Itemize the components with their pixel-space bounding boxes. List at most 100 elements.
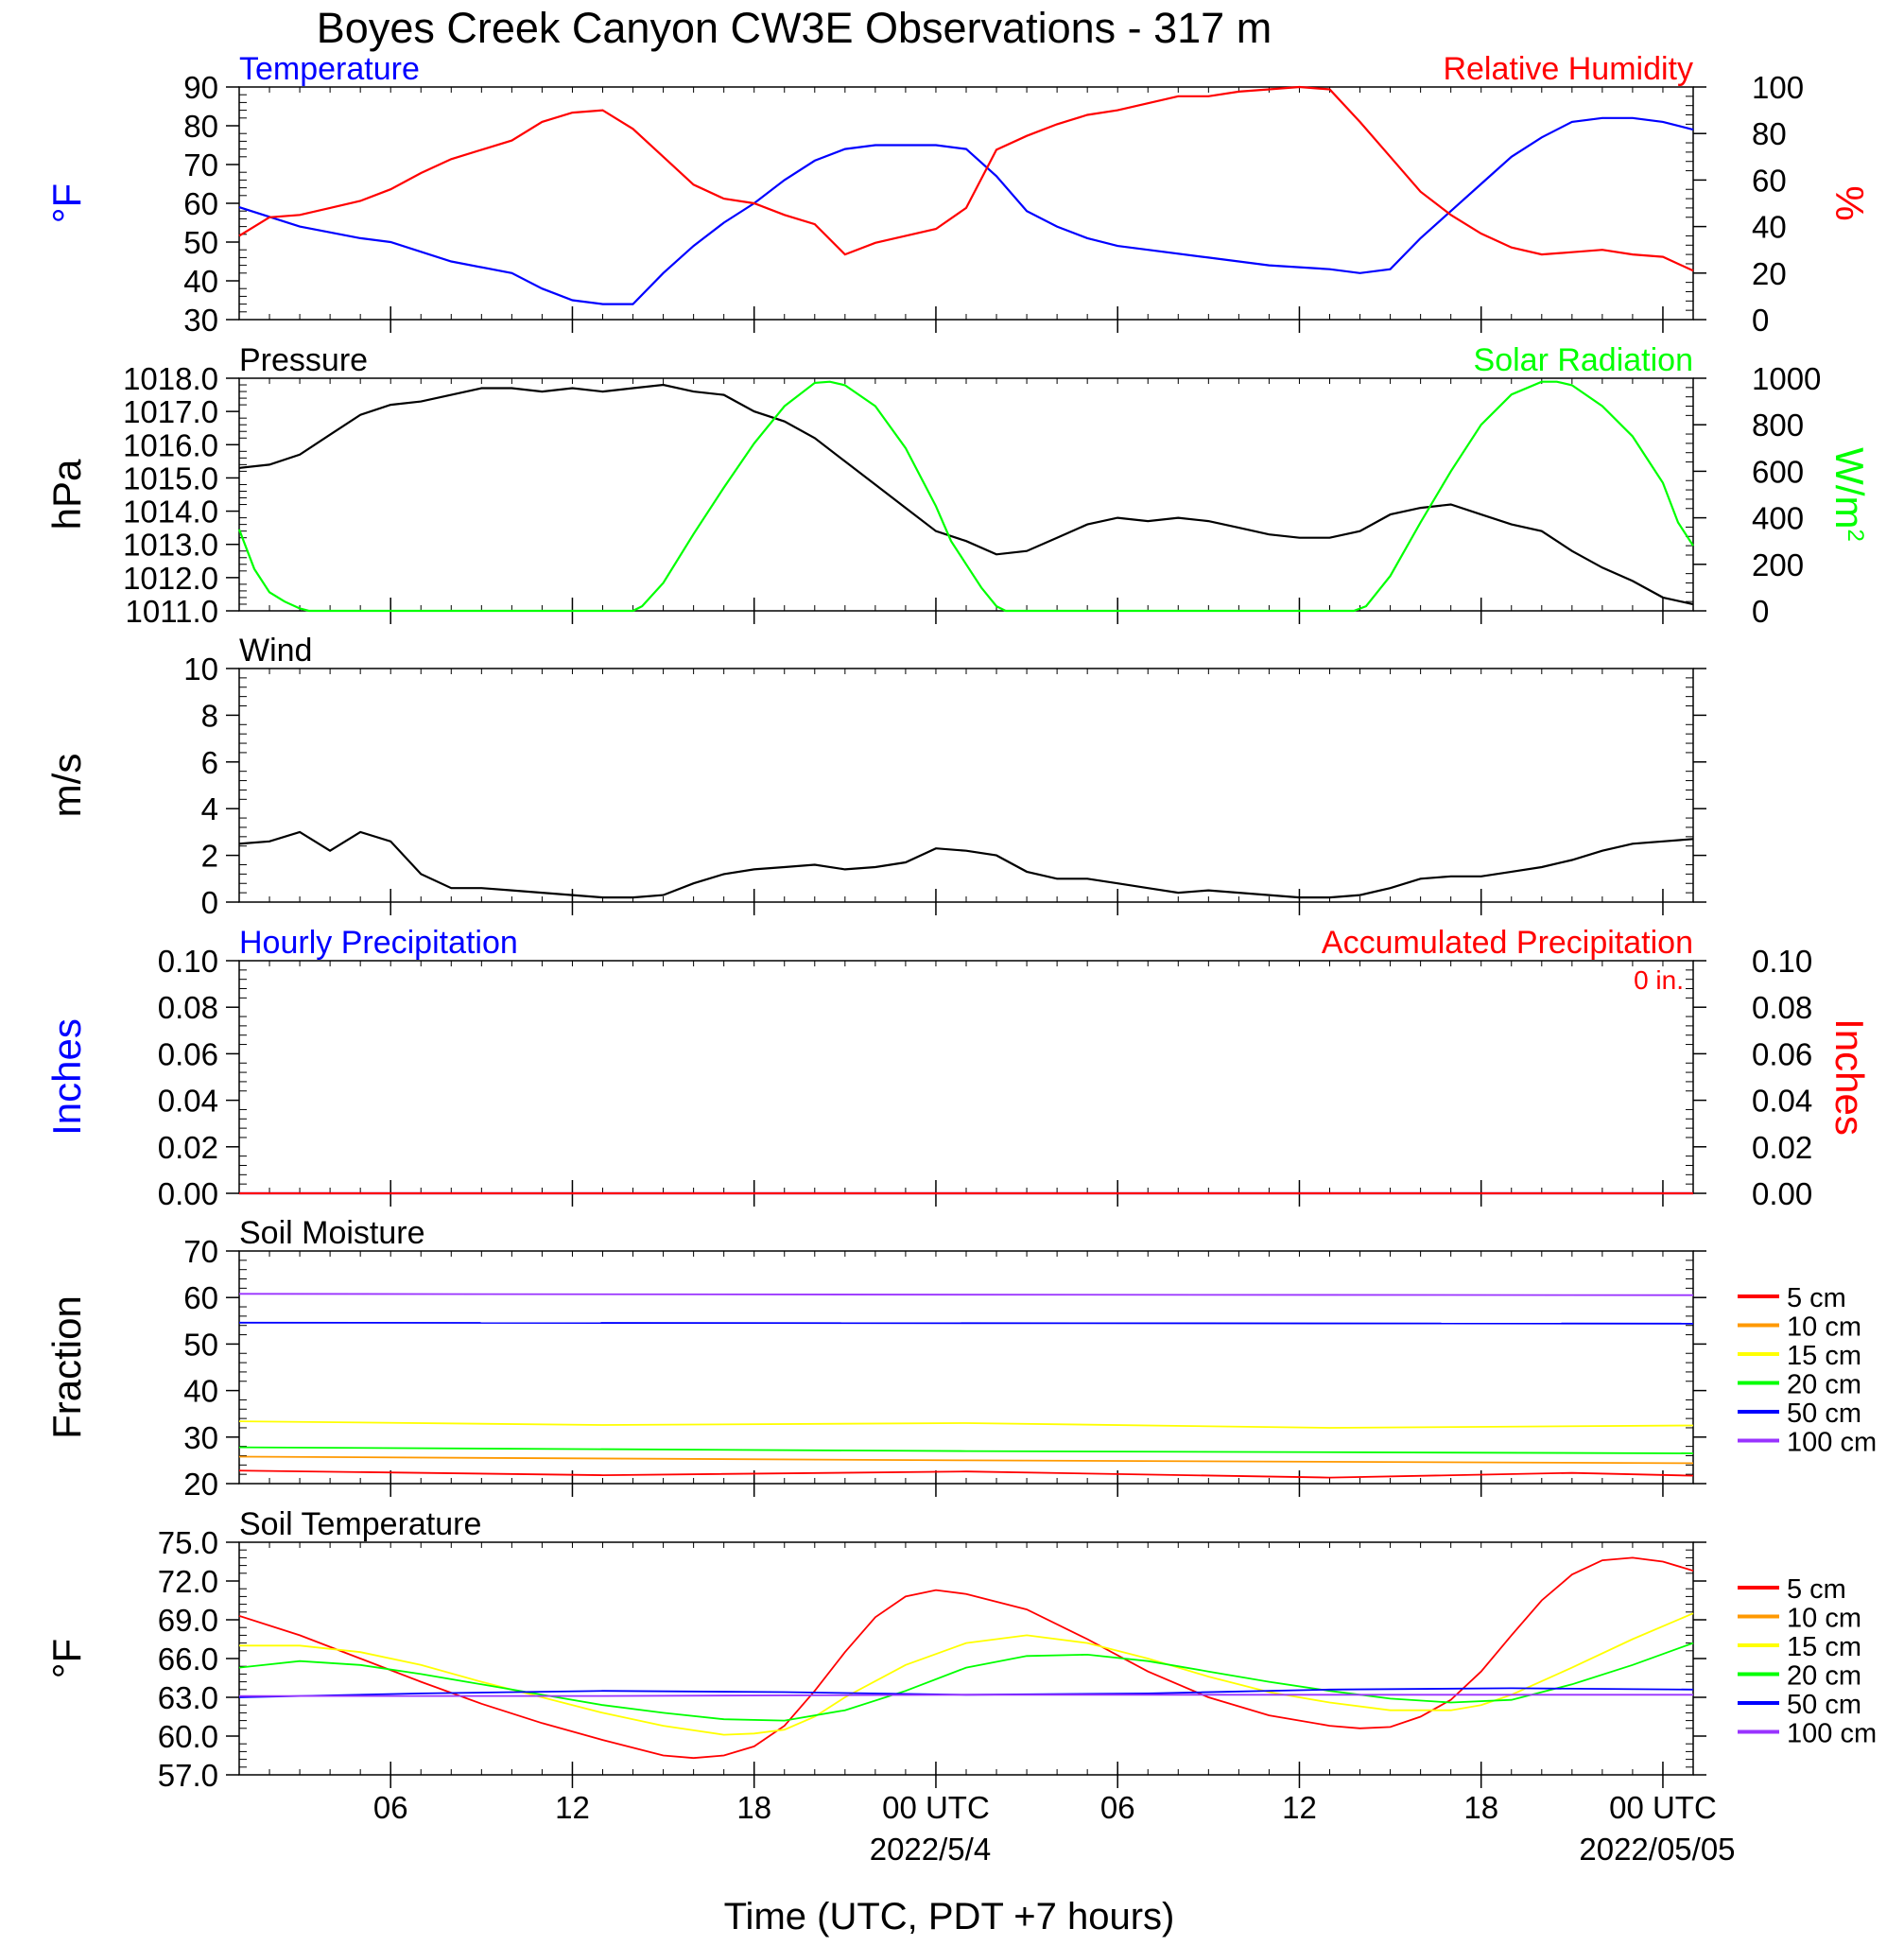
y-tick-label: 1016.0 bbox=[123, 427, 218, 462]
panel-title: Relative Humidity bbox=[1443, 51, 1693, 87]
page-title: Boyes Creek Canyon CW3E Observations - 3… bbox=[316, 4, 1272, 52]
y-tick-label: 0.00 bbox=[158, 1176, 218, 1211]
y-tick-label: 66.0 bbox=[158, 1642, 218, 1677]
y-tick-label: 80 bbox=[1752, 116, 1787, 151]
date-label: 2022/05/05 bbox=[1579, 1832, 1735, 1867]
series-line-pressure bbox=[238, 383, 1694, 606]
legend-label: 20 cm bbox=[1787, 1370, 1861, 1400]
y-tick-label: 0 bbox=[201, 885, 218, 920]
x-tick-label: 12 bbox=[555, 1790, 590, 1825]
y-tick-label: 0.10 bbox=[1752, 944, 1812, 979]
y-tick-label: 600 bbox=[1752, 454, 1804, 489]
panel-title: Hourly Precipitation bbox=[239, 925, 518, 961]
y-tick-label: 0.00 bbox=[1752, 1176, 1812, 1211]
series-line-20-cm bbox=[238, 1446, 1694, 1454]
series-line-100-cm bbox=[239, 1694, 1693, 1697]
y-tick-label: 800 bbox=[1752, 408, 1804, 443]
y-tick-label: 75.0 bbox=[158, 1525, 218, 1560]
accumulated-total: 0 in. bbox=[1634, 965, 1684, 995]
panel-title: Wind bbox=[239, 633, 312, 669]
legend-label: 15 cm bbox=[1787, 1341, 1861, 1371]
y-axis-label: Inches bbox=[1827, 1018, 1872, 1136]
y-axis-label: hPa bbox=[44, 459, 89, 530]
y-tick-label: 70 bbox=[183, 148, 218, 182]
wind-frame bbox=[238, 668, 1694, 903]
y-tick-label: 1018.0 bbox=[123, 361, 218, 396]
series-line-5-cm bbox=[238, 1556, 1694, 1760]
series-line-20-cm bbox=[238, 1642, 1694, 1722]
x-tick-label: 06 bbox=[373, 1790, 408, 1825]
x-tick-label: 00 UTC bbox=[1609, 1790, 1717, 1825]
y-tick-label: 69.0 bbox=[158, 1603, 218, 1638]
y-tick-label: 0.02 bbox=[158, 1130, 218, 1165]
y-tick-label: 0.02 bbox=[1752, 1130, 1812, 1165]
series-line-wind bbox=[238, 830, 1694, 899]
legend-label: 20 cm bbox=[1787, 1661, 1861, 1692]
y-axis-label: W/m2 bbox=[1827, 447, 1872, 542]
y-tick-label: 2 bbox=[201, 839, 218, 874]
y-tick-label: 50 bbox=[183, 1327, 218, 1362]
series-line-15-cm bbox=[238, 1420, 1694, 1429]
y-tick-label: 1011.0 bbox=[126, 594, 218, 629]
y-tick-label: 0.06 bbox=[158, 1036, 218, 1071]
y-tick-label: 0 bbox=[1752, 594, 1769, 629]
y-tick-label: 90 bbox=[183, 70, 218, 105]
y-axis-label: °F bbox=[44, 1639, 89, 1678]
y-tick-label: 30 bbox=[183, 1420, 218, 1455]
y-tick-label: 40 bbox=[1752, 210, 1787, 245]
y-tick-label: 60.0 bbox=[158, 1719, 218, 1754]
y-tick-label: 0.08 bbox=[1752, 990, 1812, 1025]
y-tick-label: 1017.0 bbox=[123, 394, 218, 429]
y-tick-label: 200 bbox=[1752, 547, 1804, 582]
legend-label: 50 cm bbox=[1787, 1399, 1861, 1429]
y-axis-label: Fraction bbox=[44, 1295, 89, 1439]
legend-label: 100 cm bbox=[1787, 1428, 1877, 1458]
y-tick-label: 0.08 bbox=[158, 990, 218, 1025]
legend-label: 5 cm bbox=[1787, 1283, 1846, 1313]
x-tick-label: 00 UTC bbox=[882, 1790, 990, 1825]
y-tick-label: 100 bbox=[1752, 70, 1804, 105]
legend-label: 100 cm bbox=[1787, 1719, 1877, 1749]
panel-title: Solar Radiation bbox=[1474, 342, 1693, 378]
y-tick-label: 60 bbox=[1752, 163, 1787, 198]
y-tick-label: 1013.0 bbox=[123, 528, 218, 563]
y-tick-label: 1000 bbox=[1752, 361, 1821, 396]
x-tick-label: 18 bbox=[736, 1790, 771, 1825]
y-tick-label: 70 bbox=[183, 1234, 218, 1269]
y-tick-label: 1015.0 bbox=[123, 460, 218, 495]
x-axis-label: Time (UTC, PDT +7 hours) bbox=[724, 1896, 1175, 1937]
panel-title: Pressure bbox=[239, 342, 368, 378]
y-tick-label: 40 bbox=[183, 264, 218, 299]
legend-label: 10 cm bbox=[1787, 1312, 1861, 1343]
series-line-50-cm bbox=[238, 1321, 1694, 1325]
series-line-temperature bbox=[238, 116, 1694, 305]
y-tick-label: 0.04 bbox=[1752, 1084, 1812, 1119]
series-line-15-cm bbox=[239, 1612, 1694, 1736]
series-line-10-cm bbox=[238, 1455, 1694, 1465]
y-tick-label: 1014.0 bbox=[123, 495, 218, 530]
y-tick-label: 6 bbox=[201, 745, 218, 780]
y-tick-label: 0.04 bbox=[158, 1084, 218, 1119]
series-line-relative-humidity bbox=[238, 85, 1694, 272]
x-tick-label: 12 bbox=[1282, 1790, 1317, 1825]
panel-title: Temperature bbox=[239, 51, 420, 87]
y-axis-label: °F bbox=[44, 183, 89, 223]
y-tick-label: 0 bbox=[1752, 303, 1769, 338]
y-tick-label: 1012.0 bbox=[123, 561, 218, 596]
precip-frame bbox=[238, 960, 1694, 1194]
y-axis-label: Inches bbox=[44, 1018, 89, 1136]
y-tick-label: 57.0 bbox=[158, 1758, 218, 1793]
y-tick-label: 0.06 bbox=[1752, 1036, 1812, 1071]
panel-title: Soil Moisture bbox=[239, 1215, 425, 1251]
legend-label: 15 cm bbox=[1787, 1632, 1861, 1662]
temp_rh-frame bbox=[238, 86, 1694, 321]
y-tick-label: 20 bbox=[183, 1467, 218, 1502]
legend-label: 50 cm bbox=[1787, 1690, 1861, 1720]
y-tick-label: 8 bbox=[201, 698, 218, 733]
y-tick-label: 60 bbox=[183, 1280, 218, 1315]
y-tick-label: 4 bbox=[201, 791, 218, 826]
soil_temperature-frame bbox=[238, 1541, 1694, 1776]
y-tick-label: 80 bbox=[183, 109, 218, 144]
legend-label: 10 cm bbox=[1787, 1604, 1861, 1634]
y-tick-label: 30 bbox=[183, 303, 218, 338]
